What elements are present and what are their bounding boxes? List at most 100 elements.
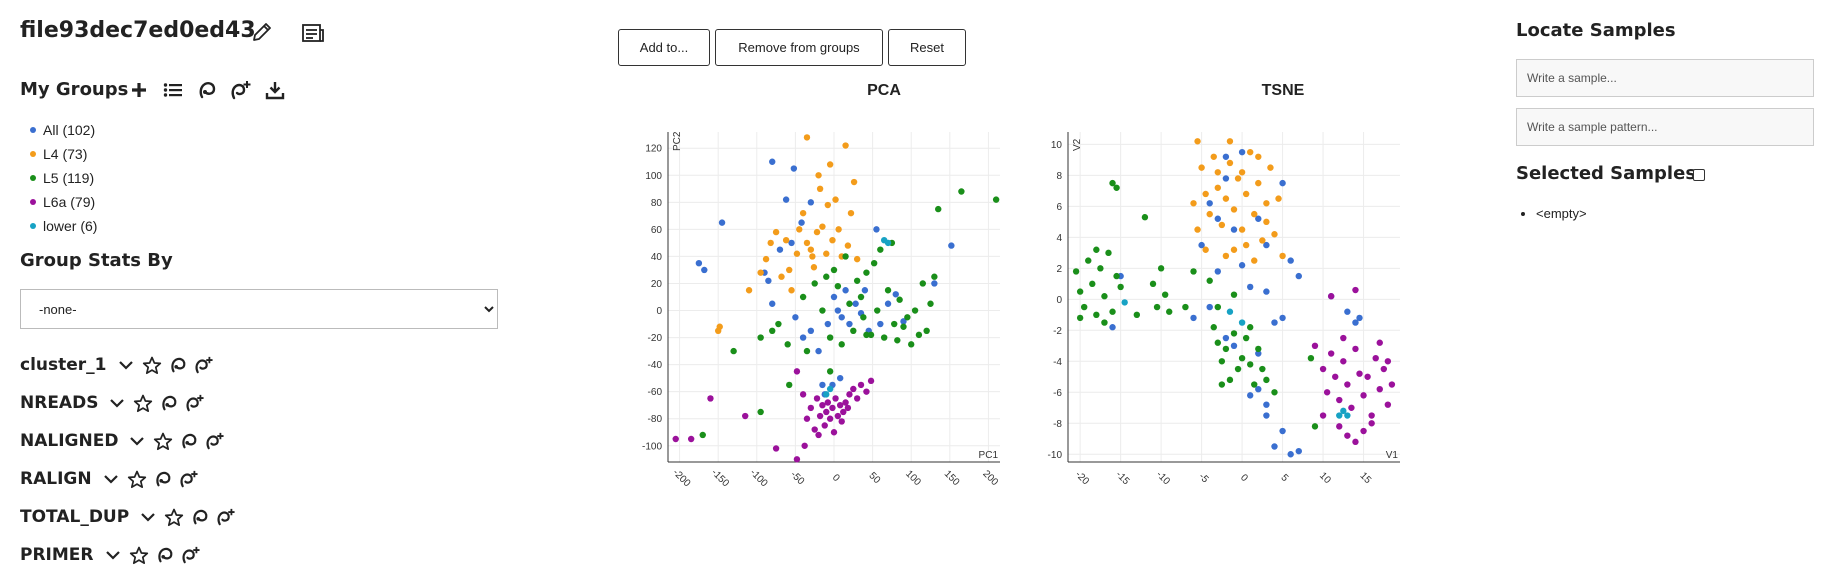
tsne-point[interactable]	[1348, 404, 1355, 411]
pca-point[interactable]	[769, 158, 776, 165]
pca-point[interactable]	[782, 236, 790, 244]
tsne-point[interactable]	[1246, 148, 1254, 156]
lasso-plus-icon[interactable]	[228, 78, 254, 102]
tsne-point[interactable]	[1206, 200, 1213, 207]
tsne-point[interactable]	[1117, 283, 1124, 291]
tsne-point[interactable]	[1263, 412, 1270, 419]
pca-point[interactable]	[823, 408, 830, 416]
pca-point[interactable]	[896, 296, 903, 303]
tsne-point[interactable]	[1214, 184, 1222, 191]
tsne-point[interactable]	[1368, 412, 1375, 419]
pca-point[interactable]	[803, 347, 811, 355]
tsne-point[interactable]	[1234, 365, 1242, 373]
tsne-point[interactable]	[1279, 427, 1286, 435]
chevron-down-icon[interactable]	[135, 505, 161, 529]
pca-point[interactable]	[807, 404, 815, 412]
pca-plot[interactable]: -200 -150 -100 -50 0 50 100 150 200-100-80-60-40…	[620, 120, 1010, 500]
pca-point[interactable]	[824, 320, 832, 328]
pca-point[interactable]	[767, 239, 774, 247]
tsne-point[interactable]	[1234, 175, 1242, 182]
tsne-point[interactable]	[1076, 288, 1084, 295]
lasso-plus-icon[interactable]	[176, 467, 202, 491]
tsne-point[interactable]	[1109, 308, 1116, 315]
tsne-point[interactable]	[1226, 376, 1234, 384]
tsne-point[interactable]	[1275, 195, 1282, 202]
pca-point[interactable]	[860, 314, 867, 321]
tsne-point[interactable]	[1242, 190, 1250, 198]
pca-point[interactable]	[823, 391, 830, 398]
tsne-point[interactable]	[1352, 345, 1359, 353]
plus-icon[interactable]	[126, 78, 152, 102]
tsne-point[interactable]	[1101, 319, 1108, 326]
tsne-point[interactable]	[1089, 280, 1096, 288]
pca-point[interactable]	[826, 368, 834, 375]
tsne-point[interactable]	[1263, 376, 1270, 384]
tsne-point[interactable]	[1344, 432, 1351, 439]
pca-point[interactable]	[707, 395, 714, 402]
pca-point[interactable]	[757, 269, 764, 276]
tsne-point[interactable]	[1323, 389, 1331, 396]
tsne-point[interactable]	[1214, 268, 1222, 275]
tsne-point[interactable]	[1238, 262, 1246, 269]
star-icon[interactable]	[130, 391, 156, 415]
tsne-point[interactable]	[1222, 334, 1230, 342]
pca-point[interactable]	[792, 314, 799, 321]
tsne-point[interactable]	[1360, 392, 1367, 399]
pca-point[interactable]	[830, 429, 838, 436]
tsne-point[interactable]	[1210, 324, 1217, 331]
tsne-point[interactable]	[1222, 175, 1230, 182]
tsne-point[interactable]	[1230, 330, 1238, 337]
pca-point[interactable]	[807, 246, 815, 253]
list-icon[interactable]	[160, 78, 186, 102]
lasso-icon[interactable]	[165, 353, 191, 377]
tsne-point[interactable]	[1222, 153, 1230, 160]
tsne-point[interactable]	[1255, 350, 1262, 357]
pca-point[interactable]	[718, 219, 726, 226]
tsne-point[interactable]	[1214, 169, 1222, 176]
pca-point[interactable]	[816, 185, 824, 193]
pca-point[interactable]	[786, 381, 793, 389]
pca-point[interactable]	[811, 426, 818, 433]
tsne-point[interactable]	[1279, 314, 1286, 322]
sample-pattern-input[interactable]	[1516, 108, 1814, 146]
group-stats-select[interactable]: -none-	[20, 289, 498, 329]
pca-point[interactable]	[793, 456, 801, 463]
pca-point[interactable]	[799, 209, 807, 217]
tsne-point[interactable]	[1076, 314, 1084, 322]
star-icon[interactable]	[150, 429, 176, 453]
tsne-point[interactable]	[1336, 412, 1343, 419]
tsne-point[interactable]	[1149, 280, 1157, 288]
pca-point[interactable]	[807, 199, 815, 206]
pca-point[interactable]	[819, 401, 826, 409]
tsne-point[interactable]	[1336, 423, 1343, 430]
tsne-point[interactable]	[1238, 319, 1246, 326]
pca-point[interactable]	[923, 327, 930, 335]
tsne-point[interactable]	[1356, 370, 1363, 377]
pca-point[interactable]	[824, 399, 832, 406]
add-to-button[interactable]: Add to...	[618, 29, 710, 66]
star-icon[interactable]	[126, 543, 152, 567]
pca-point[interactable]	[830, 266, 838, 274]
tsne-point[interactable]	[1238, 226, 1246, 233]
tsne-point[interactable]	[1364, 373, 1371, 380]
pca-point[interactable]	[838, 314, 845, 321]
pca-point[interactable]	[842, 142, 849, 149]
pca-point[interactable]	[948, 242, 955, 249]
pca-point[interactable]	[793, 250, 801, 257]
tsne-point[interactable]	[1238, 169, 1246, 176]
pca-point[interactable]	[884, 300, 892, 307]
tsne-point[interactable]	[1153, 303, 1161, 311]
tsne-point[interactable]	[1226, 308, 1234, 315]
tsne-point[interactable]	[1271, 443, 1278, 450]
pca-point[interactable]	[790, 165, 798, 172]
pca-point[interactable]	[863, 269, 870, 276]
tsne-point[interactable]	[1368, 420, 1375, 427]
chevron-down-icon[interactable]	[98, 467, 124, 491]
pca-point[interactable]	[775, 320, 782, 328]
pca-point[interactable]	[778, 273, 785, 280]
pca-point[interactable]	[809, 253, 816, 260]
pca-point[interactable]	[842, 287, 849, 294]
pca-point[interactable]	[834, 282, 842, 290]
tsne-point[interactable]	[1109, 179, 1116, 187]
pca-point[interactable]	[695, 259, 703, 267]
